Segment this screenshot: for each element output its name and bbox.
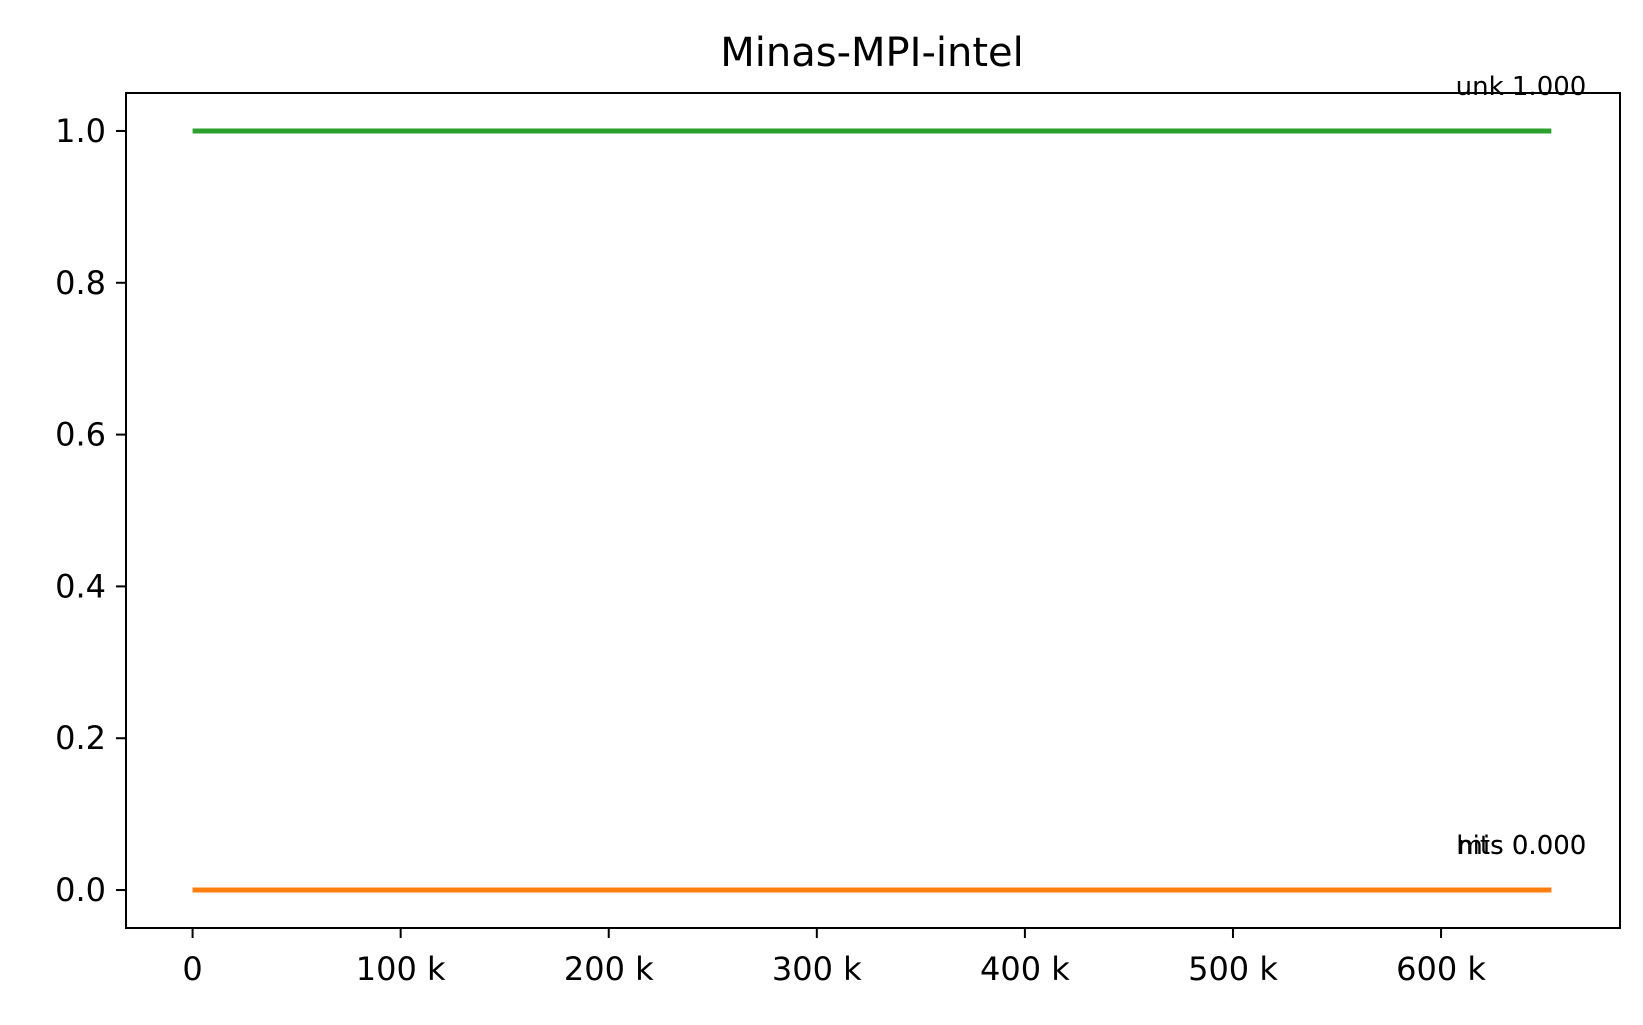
x-tick-label: 200 k	[564, 950, 654, 988]
y-tick-label: 1.0	[55, 112, 106, 150]
x-tick-label: 600 k	[1396, 950, 1486, 988]
x-tick-label: 300 k	[772, 950, 862, 988]
line-end-label: hits 0.000	[1456, 831, 1586, 861]
x-tick-label: 500 k	[1188, 950, 1278, 988]
y-tick-label: 0.8	[55, 264, 106, 302]
y-axis: 0.0 0.2 0.4 0.6 0.8 1.0	[55, 112, 126, 909]
chart-title: Minas-MPI-intel	[720, 30, 1024, 76]
x-axis: 0 100 k 200 k 300 k 400 k 500 k 600 k	[182, 928, 1486, 988]
y-tick-label: 0.4	[55, 567, 106, 605]
y-tick-label: 0.2	[55, 719, 106, 757]
x-tick-label: 400 k	[980, 950, 1070, 988]
x-tick-label: 0	[182, 950, 202, 988]
line-end-label: mis 0.000	[1458, 831, 1587, 861]
plot-frame	[125, 92, 1621, 929]
plot-series	[192, 128, 1552, 893]
y-tick-label: 0.6	[55, 416, 106, 454]
y-tick-label: 0.0	[55, 871, 106, 909]
line-end-label: unk 1.000	[1456, 72, 1587, 102]
x-tick-label: 100 k	[356, 950, 446, 988]
